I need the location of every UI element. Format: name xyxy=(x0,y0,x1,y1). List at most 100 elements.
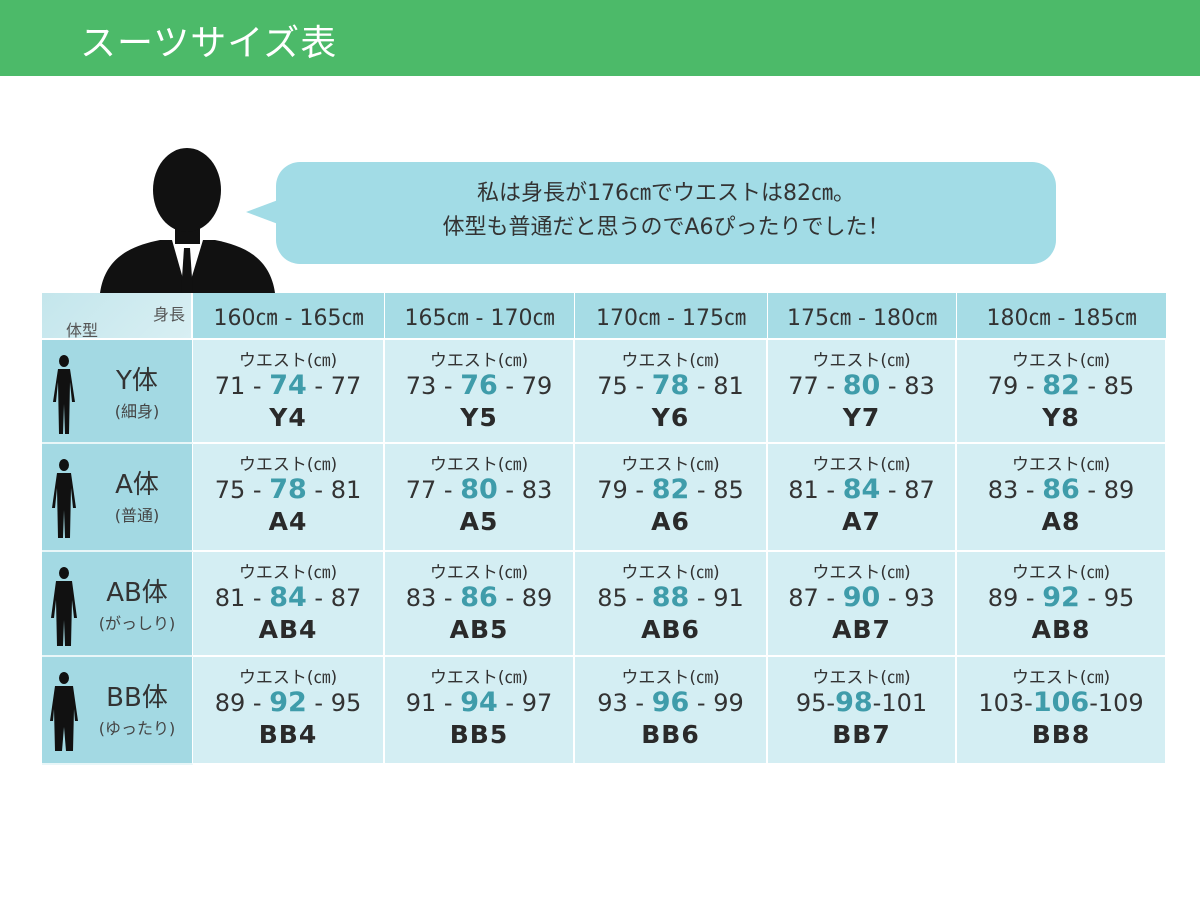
range-separator: - xyxy=(689,476,714,504)
waist-range: 81 - 84 - 87 xyxy=(193,583,383,613)
waist-label: ウエスト(㎝) xyxy=(429,668,529,688)
range-separator: - xyxy=(818,372,843,400)
suit-size-code: AB7 xyxy=(832,615,891,644)
waist-min: 95 xyxy=(795,689,827,717)
suit-size-code: AB8 xyxy=(1031,615,1091,644)
body-type-description: (細身) xyxy=(114,402,160,421)
size-cell: ウエスト(㎝) 79 - 82 - 85 Y8 xyxy=(957,340,1167,444)
range-separator: - xyxy=(872,689,882,717)
size-cell: ウエスト(㎝) 75 - 78 - 81 Y6 xyxy=(575,340,768,444)
body-type-row-header: AB体 (がっしり) xyxy=(42,552,193,657)
waist-min: 93 xyxy=(597,689,628,717)
height-column-header: 170㎝ - 175㎝ xyxy=(575,293,768,340)
height-column-header: 165㎝ - 170㎝ xyxy=(385,293,575,340)
waist-label: ウエスト(㎝) xyxy=(812,455,911,475)
regular-body-silhouette-icon xyxy=(52,459,76,538)
waist-range: 87 - 90 - 93 xyxy=(768,583,955,613)
range-separator: - xyxy=(1089,689,1098,717)
waist-range: 89 - 92 - 95 xyxy=(957,583,1165,613)
suit-size-code: AB4 xyxy=(258,615,318,644)
height-axis-label: 身長 xyxy=(152,305,185,324)
body-type-row-header: A体 (普通) xyxy=(42,444,193,552)
size-cell: ウエスト(㎝) 89 - 92 - 95 AB8 xyxy=(957,552,1167,657)
waist-max: 87 xyxy=(904,476,935,504)
speech-bubble: 私は身長が176㎝でウエストは82㎝。 体型も普通だと思うのでA6ぴったりでした… xyxy=(246,162,1056,264)
waist-range: 91 - 94 - 97 xyxy=(385,688,573,718)
waist-max: 83 xyxy=(904,372,935,400)
range-separator: - xyxy=(689,689,714,717)
suit-size-code: A8 xyxy=(1041,507,1081,536)
range-separator: - xyxy=(497,372,522,400)
waist-range: 85 - 88 - 91 xyxy=(575,583,766,613)
range-separator: - xyxy=(436,689,461,717)
waist-standard: 88 xyxy=(651,582,690,613)
suit-size-code: BB5 xyxy=(449,720,509,749)
suit-size-code: AB6 xyxy=(641,615,700,644)
range-separator: - xyxy=(627,372,652,400)
range-separator: - xyxy=(826,689,836,717)
range-separator: - xyxy=(306,372,331,400)
range-separator: - xyxy=(818,476,843,504)
range-separator: - xyxy=(880,476,905,504)
waist-label: ウエスト(㎝) xyxy=(238,455,338,475)
waist-range: 71 - 74 - 77 xyxy=(193,371,383,401)
waist-max: 79 xyxy=(521,372,553,400)
table-corner: 身長 体型 xyxy=(42,293,193,340)
waist-label: ウエスト(㎝) xyxy=(429,563,529,583)
range-separator: - xyxy=(245,476,270,504)
waist-standard: 96 xyxy=(651,687,690,718)
waist-range: 93 - 96 - 99 xyxy=(575,688,766,718)
range-separator: - xyxy=(1018,476,1043,504)
waist-max: 101 xyxy=(881,689,928,717)
waist-min: 73 xyxy=(405,372,437,400)
waist-max: 85 xyxy=(713,476,744,504)
range-separator: - xyxy=(436,476,461,504)
waist-label: ウエスト(㎝) xyxy=(812,563,911,583)
waist-label: ウエスト(㎝) xyxy=(621,455,720,475)
waist-min: 79 xyxy=(987,372,1019,400)
suit-size-code: A6 xyxy=(651,507,690,536)
range-separator: - xyxy=(245,372,270,400)
waist-max: 95 xyxy=(1103,584,1135,612)
suit-size-code: A4 xyxy=(268,507,308,536)
waist-standard: 84 xyxy=(269,582,307,613)
suit-size-code: BB4 xyxy=(258,720,318,749)
range-separator: - xyxy=(306,689,331,717)
waist-standard: 78 xyxy=(651,370,690,401)
waist-range: 77 - 80 - 83 xyxy=(385,475,573,505)
size-cell: ウエスト(㎝) 81 - 84 - 87 A7 xyxy=(768,444,957,552)
size-cell: ウエスト(㎝) 95-98-101 BB7 xyxy=(768,657,957,765)
waist-min: 77 xyxy=(405,476,437,504)
waist-range: 75 - 78 - 81 xyxy=(193,475,383,505)
waist-label: ウエスト(㎝) xyxy=(429,351,529,371)
waist-max: 109 xyxy=(1097,689,1144,717)
waist-min: 87 xyxy=(788,584,819,612)
height-column-header: 180㎝ - 185㎝ xyxy=(957,293,1167,340)
size-cell: ウエスト(㎝) 91 - 94 - 97 BB5 xyxy=(385,657,575,765)
waist-standard: 92 xyxy=(269,687,307,718)
waist-standard: 86 xyxy=(1042,474,1080,505)
size-cell: ウエスト(㎝) 85 - 88 - 91 AB6 xyxy=(575,552,768,657)
body-type-axis-label: 体型 xyxy=(66,321,99,340)
speech-line-1: 私は身長が176㎝でウエストは82㎝。 xyxy=(477,181,855,206)
range-separator: - xyxy=(436,584,461,612)
waist-label: ウエスト(㎝) xyxy=(1011,455,1111,475)
suit-size-code: Y7 xyxy=(842,403,881,432)
range-separator: - xyxy=(689,584,714,612)
waist-range: 79 - 82 - 85 xyxy=(575,475,766,505)
waist-standard: 106 xyxy=(1032,687,1090,718)
range-separator: - xyxy=(1018,584,1043,612)
waist-max: 93 xyxy=(904,584,935,612)
range-separator: - xyxy=(627,476,652,504)
waist-range: 75 - 78 - 81 xyxy=(575,371,766,401)
waist-min: 83 xyxy=(405,584,437,612)
height-column-header: 160㎝ - 165㎝ xyxy=(193,293,385,340)
body-type-name: Y体 xyxy=(116,366,158,396)
waist-range: 73 - 76 - 79 xyxy=(385,371,573,401)
suit-size-code: AB5 xyxy=(449,615,509,644)
waist-range: 89 - 92 - 95 xyxy=(193,688,383,718)
waist-min: 79 xyxy=(597,476,628,504)
suit-size-code: Y5 xyxy=(460,403,498,432)
range-separator: - xyxy=(497,476,522,504)
body-type-row-header: BB体 (ゆったり) xyxy=(42,657,193,765)
